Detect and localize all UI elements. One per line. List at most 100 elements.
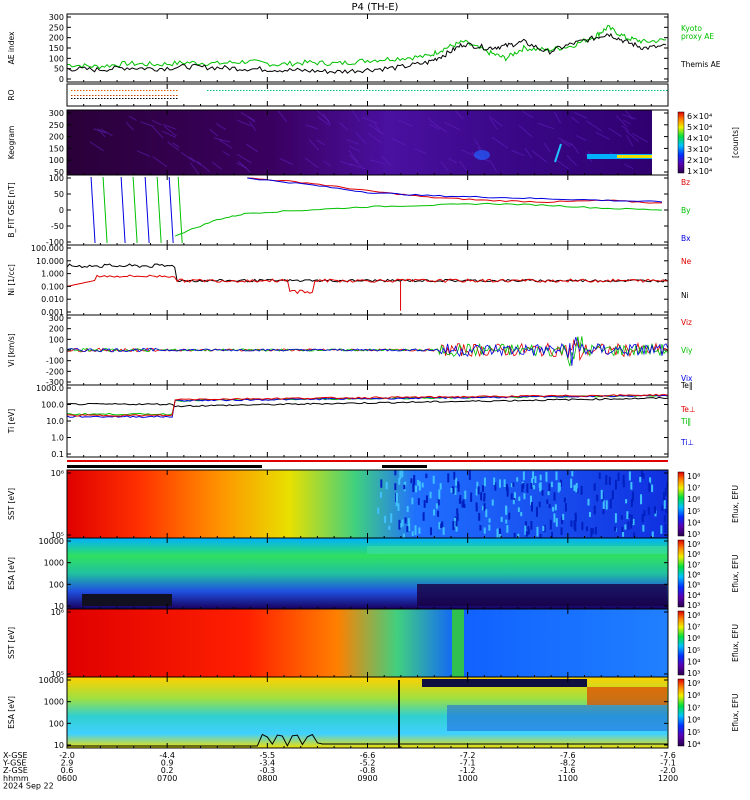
ro-dot	[318, 90, 320, 91]
keogram-streak	[518, 124, 533, 138]
ro-dot	[119, 98, 121, 99]
ro-dot	[71, 95, 73, 96]
ro-dot	[606, 90, 608, 91]
sst-noise	[398, 519, 401, 530]
sst-noise	[622, 531, 625, 537]
sst-noise	[478, 512, 481, 521]
sst-noise	[553, 492, 556, 501]
sst-noise	[640, 470, 643, 478]
ro-dot	[654, 90, 656, 91]
ro-dot	[495, 90, 497, 91]
colorbar-tick-label: 10⁹	[687, 540, 700, 549]
sst-noise	[587, 498, 590, 506]
colorbar-label: Eflux, EFU	[731, 694, 740, 732]
sst-noise	[527, 526, 530, 535]
colorbar-tick-label: 10⁵	[687, 507, 700, 516]
ephemeris-value: -0.8	[360, 766, 376, 775]
ro-dot	[116, 90, 118, 91]
ro-dot	[104, 90, 106, 91]
keogram-streak	[398, 119, 414, 127]
ro-dot	[264, 90, 266, 91]
ro-dot	[77, 98, 79, 99]
colorbar-tick-label: 10⁶	[687, 495, 700, 504]
sst-noise	[394, 470, 397, 476]
keogram-streak	[152, 156, 168, 168]
sst-noise	[543, 525, 546, 533]
keogram-streak	[557, 137, 573, 146]
ro-dot	[441, 90, 443, 91]
sst-noise	[663, 515, 666, 523]
colorbar-tick-label: 10⁸	[687, 691, 700, 700]
ro-dot	[297, 90, 299, 91]
colorbar-label: Eflux, EFU	[731, 485, 740, 523]
ro-dot	[92, 90, 94, 91]
keogram-streak	[566, 154, 578, 166]
colorbar-tick-label: 10⁷	[687, 484, 700, 493]
sst-noise	[493, 477, 496, 485]
keogram-streak	[554, 158, 570, 170]
ro-dot	[164, 90, 166, 91]
ro-dot	[143, 90, 145, 91]
keogram-streak	[381, 156, 392, 166]
ro-dot	[438, 90, 440, 91]
sst-noise	[402, 533, 405, 541]
ro-dot	[408, 90, 410, 91]
ro-dot	[161, 95, 163, 96]
b-spike	[120, 176, 126, 244]
sst-noise	[648, 482, 651, 492]
sst-noise	[438, 522, 441, 530]
y-axis-label: SST [eV]	[7, 488, 16, 520]
ro-dot	[104, 98, 106, 99]
ro-dot	[134, 95, 136, 96]
ro-dot	[516, 90, 518, 91]
ro-dot	[522, 90, 524, 91]
sst-noise	[538, 501, 541, 508]
ro-dot	[210, 90, 212, 91]
ro-dot	[89, 98, 91, 99]
sst-noise	[574, 516, 577, 522]
ae-series-line-0	[66, 24, 667, 70]
ro-dot	[348, 90, 350, 91]
ro-dot	[231, 90, 233, 91]
ae-series-line-1	[66, 32, 667, 75]
ephemeris-value: -1.6	[560, 766, 576, 775]
y-tick-label: 0.1	[51, 450, 64, 459]
sst-noise	[664, 523, 667, 533]
ro-dot	[618, 90, 620, 91]
ro-dot	[663, 90, 665, 91]
sst-noise	[526, 483, 529, 493]
keogram-streak	[454, 109, 464, 120]
ro-dot	[134, 98, 136, 99]
colorbar-tick-label: 10⁵	[687, 581, 700, 590]
vi-series-line-2	[66, 336, 669, 366]
keogram-streak	[339, 160, 353, 167]
colorbar-label: Eflux, EFU	[731, 624, 740, 662]
y-tick-label: -100	[46, 357, 64, 366]
ephemeris-row-label: 2024 Sep 22	[3, 781, 54, 790]
legend-entry: proxy AE	[681, 32, 714, 41]
ro-dot	[173, 90, 175, 91]
keogram-streak	[189, 156, 202, 166]
ro-dot	[387, 90, 389, 91]
ro-dot	[140, 95, 142, 96]
ro-dot	[213, 90, 215, 91]
colorbar-tick-label: 6×10⁴	[687, 112, 712, 121]
ro-dot	[164, 95, 166, 96]
ro-dot	[333, 90, 335, 91]
y-axis-label: Vi [km/s]	[7, 333, 16, 366]
colorbar-tick-label: 10⁷	[687, 623, 700, 632]
ro-dot	[294, 90, 296, 91]
keogram-streak	[621, 114, 637, 120]
sst-noise	[423, 500, 426, 508]
ti-perp-line	[66, 394, 669, 418]
ro-dot	[146, 90, 148, 91]
sst-noise	[516, 477, 519, 482]
ro-dot	[324, 90, 326, 91]
sst-noise	[483, 492, 486, 499]
sst-noise	[461, 501, 464, 508]
y-tick-label: 1000.0	[36, 384, 64, 393]
keogram-streak	[367, 132, 382, 144]
ro-dot	[477, 90, 479, 91]
keogram-streak	[348, 145, 361, 153]
ro-dot	[285, 90, 287, 91]
